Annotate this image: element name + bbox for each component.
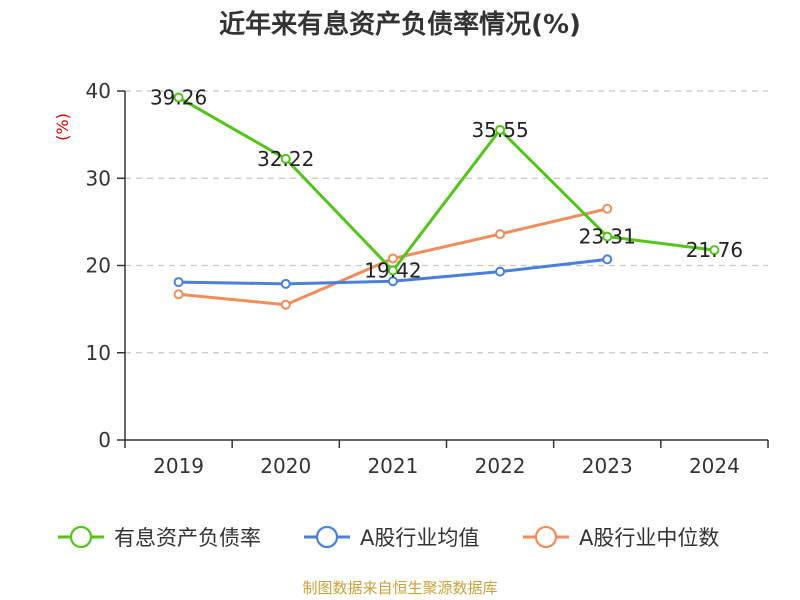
- data-label: 39.26: [150, 85, 207, 109]
- legend-marker: [315, 525, 339, 549]
- data-label: 35.55: [471, 118, 528, 142]
- legend-marker: [534, 525, 558, 549]
- data-point: [495, 124, 506, 135]
- y-tick-label: 30: [86, 166, 111, 190]
- y-tick-label: 10: [86, 341, 111, 365]
- data-point: [387, 276, 398, 287]
- data-point: [495, 229, 506, 240]
- data-label: 19.42: [364, 259, 421, 283]
- legend-marker: [69, 525, 93, 549]
- data-label: 23.31: [579, 225, 636, 249]
- legend-item[interactable]: A股行业中位数: [523, 525, 719, 550]
- legend-label: A股行业中位数: [579, 526, 719, 550]
- axes: 0 10 20 30 40 2019 2020 2021 2022 2023 2024: [86, 79, 769, 478]
- data-label: 21.76: [686, 238, 743, 262]
- data-point: [495, 266, 506, 277]
- legend-item[interactable]: A股行业均值: [304, 525, 479, 550]
- data-point: [280, 278, 291, 289]
- data-point: [602, 254, 613, 265]
- data-point: [709, 245, 720, 256]
- y-tick-label: 20: [86, 254, 111, 278]
- chart-title: 近年来有息资产负债率情况(%): [219, 9, 581, 40]
- series-line: [177, 96, 715, 273]
- x-tick-label: 2021: [367, 454, 418, 478]
- data-point: [387, 253, 398, 264]
- y-tick-label: 40: [86, 79, 111, 103]
- grid-lines: [125, 90, 768, 354]
- x-tick-label: 2024: [689, 454, 740, 478]
- data-point: [602, 203, 613, 214]
- source-note: 制图数据来自恒生聚源数据库: [302, 579, 497, 597]
- data-point: [280, 299, 291, 310]
- data-point: [173, 289, 184, 300]
- legend-label: 有息资产负债率: [114, 526, 261, 550]
- y-tick-label: 0: [98, 428, 111, 452]
- data-point: [602, 231, 613, 242]
- data-point: [173, 277, 184, 288]
- legend: 有息资产负债率 A股行业均值 A股行业中位数: [58, 525, 719, 550]
- series-layer: [173, 92, 720, 310]
- data-label: 32.22: [257, 147, 314, 171]
- x-tick-label: 2022: [475, 454, 526, 478]
- data-point: [173, 92, 184, 103]
- data-point: [387, 265, 398, 276]
- x-tick-label: 2020: [260, 454, 311, 478]
- data-point: [280, 153, 291, 164]
- y-axis-label: (%): [53, 113, 72, 141]
- x-tick-label: 2019: [153, 454, 204, 478]
- data-labels: 39.26 32.22 19.42 35.55 23.31 21.76: [150, 85, 743, 282]
- legend-item[interactable]: 有息资产负债率: [58, 525, 261, 550]
- legend-label: A股行业均值: [360, 526, 479, 550]
- x-tick-label: 2023: [582, 454, 633, 478]
